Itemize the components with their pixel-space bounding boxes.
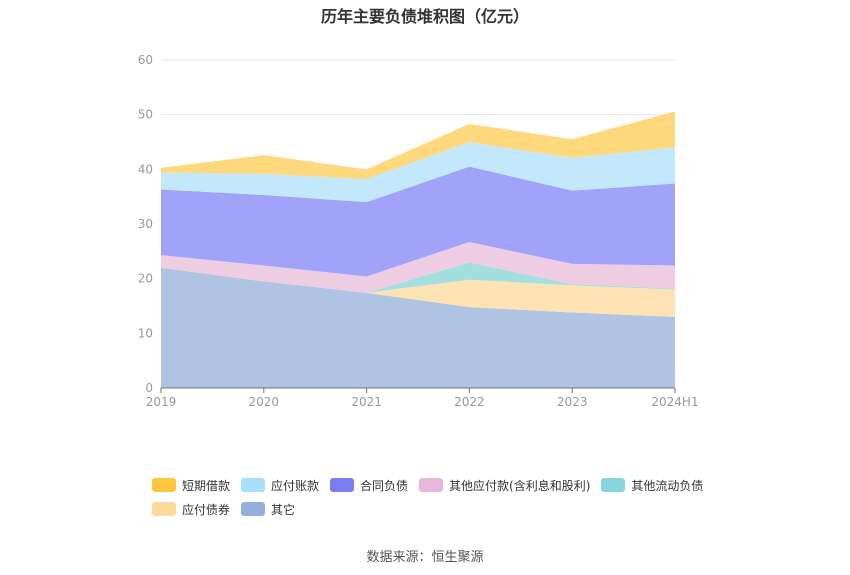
area-series-短期借款[interactable] (161, 111, 675, 180)
legend-label: 短期借款 (182, 478, 231, 493)
legend-label: 其他流动负债 (631, 478, 704, 493)
y-axis: 0 10 20 30 40 50 60 (138, 53, 153, 395)
legend-swatch (241, 478, 266, 492)
legend: 短期借款 应付账款 合同负债 其他应付款(含利息和股利) 其他流动负债 应付债券 其它 (152, 473, 752, 521)
legend-item[interactable]: 合同负债 (330, 477, 408, 494)
legend-item[interactable]: 其他流动负债 (601, 477, 703, 494)
area-series-应付账款[interactable] (161, 142, 675, 203)
area-series-合同负债[interactable] (161, 166, 675, 277)
legend-swatch (330, 478, 355, 492)
area-series-其它[interactable] (161, 267, 675, 388)
data-source: 数据来源：恒生聚源 (366, 550, 484, 565)
y-tick-label: 50 (138, 108, 153, 122)
x-tick-label: 2021 (351, 395, 382, 409)
y-tick-label: 10 (138, 326, 153, 340)
legend-label: 其它 (271, 502, 296, 517)
y-tick-label: 30 (138, 217, 153, 231)
stacked-area-chart: 0 10 20 30 40 50 60 2019 2020 2021 2022 2023 2024H1 (138, 53, 699, 409)
y-tick-label: 0 (145, 381, 153, 395)
legend-label: 应付债券 (182, 502, 231, 517)
legend-item[interactable]: 其他应付款(含利息和股利) (419, 477, 590, 494)
legend-item[interactable]: 应付债券 (152, 501, 230, 518)
x-axis: 2019 2020 2021 2022 2023 2024H1 (146, 387, 699, 409)
legend-row: 短期借款 应付账款 合同负债 其他应付款(含利息和股利) 其他流动负债 (152, 473, 752, 497)
area-series-其他应付款(含利息和股利)[interactable] (161, 242, 675, 293)
legend-swatch (601, 478, 626, 492)
legend-item[interactable]: 短期借款 (152, 477, 230, 494)
x-tick-label: 2020 (249, 395, 280, 409)
legend-label: 合同负债 (360, 478, 409, 493)
x-tick-label: 2023 (557, 395, 588, 409)
y-tick-label: 40 (138, 162, 153, 176)
x-tick-label: 2022 (454, 395, 485, 409)
legend-item[interactable]: 其它 (241, 501, 295, 518)
legend-swatch (152, 478, 176, 492)
y-tick-label: 20 (138, 272, 153, 286)
area-series-应付债券[interactable] (161, 267, 675, 317)
legend-swatch (152, 502, 176, 516)
legend-label: 其他应付款(含利息和股利) (449, 478, 591, 493)
legend-row: 应付债券 其它 (152, 497, 752, 521)
legend-label: 应付账款 (271, 478, 320, 493)
area-series (161, 111, 675, 388)
legend-swatch (419, 478, 444, 492)
y-tick-label: 60 (138, 53, 153, 67)
legend-item[interactable]: 应付账款 (241, 477, 319, 494)
x-tick-label: 2024H1 (651, 395, 698, 409)
chart-title: 历年主要负债堆积图（亿元） (320, 7, 529, 26)
x-tick-label: 2019 (146, 395, 177, 409)
legend-swatch (241, 502, 266, 516)
